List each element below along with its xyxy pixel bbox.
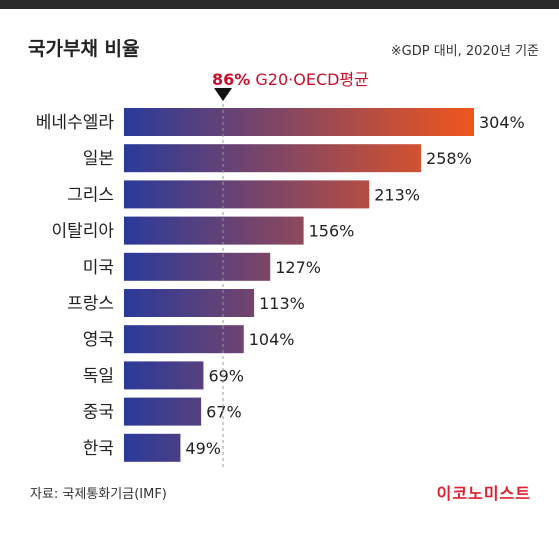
category-label: 일본 — [83, 149, 114, 169]
basis-note: ※GDP 대비, 2020년 기준 — [390, 44, 539, 59]
top-bar — [0, 0, 559, 9]
bar-9 — [124, 433, 181, 462]
bar-6 — [124, 325, 244, 354]
category-label: 이탈리아 — [51, 222, 114, 242]
category-label: 베네수엘라 — [36, 113, 115, 133]
average-label: 86% G20·OECD평균 — [212, 66, 369, 90]
source-note: 자료: 국제통화기금(IMF) — [30, 487, 167, 502]
bar-2 — [124, 180, 370, 209]
value-label: 104% — [249, 330, 295, 349]
average-text: G20·OECD평균 — [255, 70, 369, 89]
bar-5 — [124, 289, 255, 317]
bar-7 — [124, 361, 204, 390]
value-label: 156% — [309, 222, 355, 241]
bar-8 — [124, 397, 202, 426]
category-label: 프랑스 — [67, 294, 114, 314]
category-label: 한국 — [83, 439, 114, 459]
bar-1 — [124, 144, 422, 173]
value-label: 69% — [208, 366, 244, 385]
bar-0 — [124, 108, 474, 136]
category-label: 그리스 — [67, 185, 114, 205]
bar-4 — [124, 252, 271, 281]
value-label: 258% — [426, 149, 472, 168]
category-label: 영국 — [83, 330, 114, 350]
category-label: 중국 — [83, 403, 114, 423]
value-label: 304% — [479, 113, 525, 132]
bar-3 — [124, 216, 304, 245]
chart-title: 국가부채 비율 — [28, 38, 140, 60]
category-label: 독일 — [83, 366, 114, 386]
category-label: 미국 — [83, 258, 114, 278]
value-label: 49% — [185, 439, 221, 458]
average-value: 86% — [212, 70, 251, 89]
average-marker-triangle — [214, 88, 233, 101]
value-label: 67% — [206, 403, 242, 422]
value-label: 113% — [259, 294, 305, 313]
value-label: 213% — [374, 185, 420, 204]
value-label: 127% — [275, 258, 321, 277]
brand-logo: 이코노미스트 — [436, 484, 531, 503]
